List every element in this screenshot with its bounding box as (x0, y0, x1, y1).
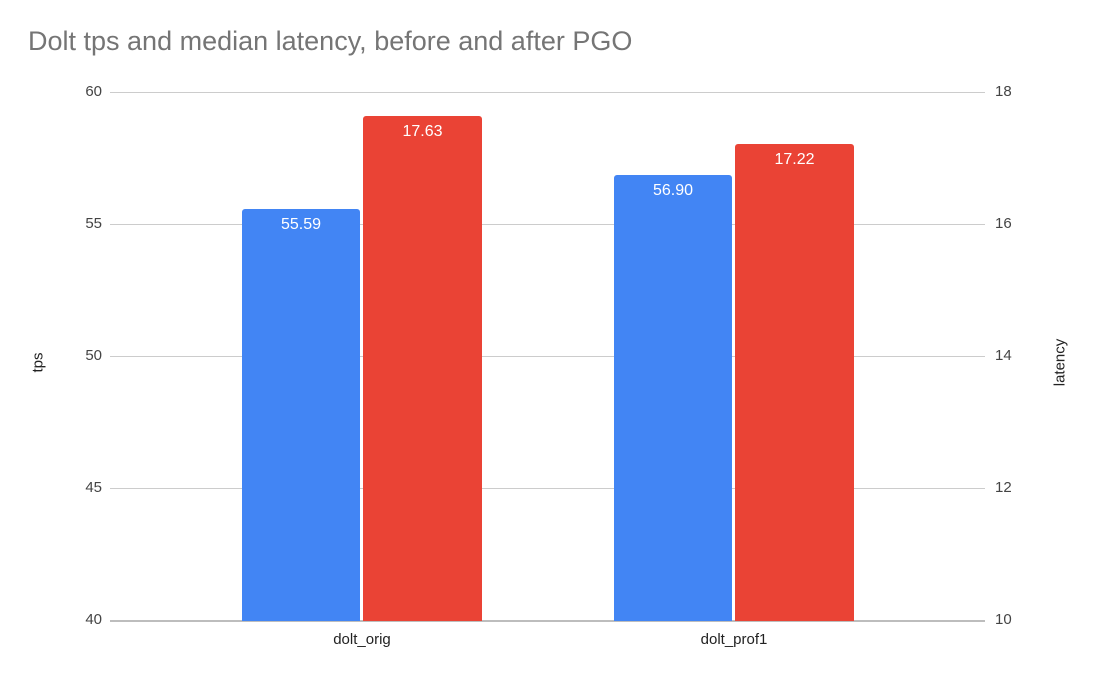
gridline (110, 488, 985, 489)
y-tick-right: 12 (995, 479, 1012, 496)
gridline (110, 224, 985, 225)
bar-latency-dolt-orig: 17.63 (363, 116, 482, 621)
bar-tps-dolt-orig: 55.59 (242, 209, 360, 621)
x-category-label: dolt_orig (333, 631, 391, 648)
y-tick-right: 10 (995, 611, 1012, 628)
y-axis-title-right: latency (1051, 338, 1069, 387)
gridline (110, 92, 985, 93)
bar-latency-dolt-prof1: 17.22 (735, 144, 854, 621)
y-axis-title-left: tps (29, 352, 47, 373)
x-axis-baseline (110, 620, 985, 622)
y-tick-right: 14 (995, 347, 1012, 364)
x-category-label: dolt_prof1 (700, 631, 768, 648)
y-tick-left: 40 (85, 611, 102, 628)
y-tick-left: 45 (85, 479, 102, 496)
bar-label: 56.90 (652, 182, 694, 199)
y-tick-left: 60 (85, 83, 102, 100)
y-tick-left: 50 (85, 347, 102, 364)
y-tick-left: 55 (85, 215, 102, 232)
bar-label: 17.63 (402, 123, 443, 140)
bar-tps-dolt-prof1: 56.90 (614, 175, 732, 621)
y-tick-right: 18 (995, 83, 1012, 100)
chart-title: Dolt tps and median latency, before and … (28, 26, 633, 56)
bar-label: 55.59 (280, 216, 322, 233)
gridline (110, 356, 985, 357)
bar-label: 17.22 (774, 151, 815, 168)
y-tick-right: 16 (995, 215, 1012, 232)
